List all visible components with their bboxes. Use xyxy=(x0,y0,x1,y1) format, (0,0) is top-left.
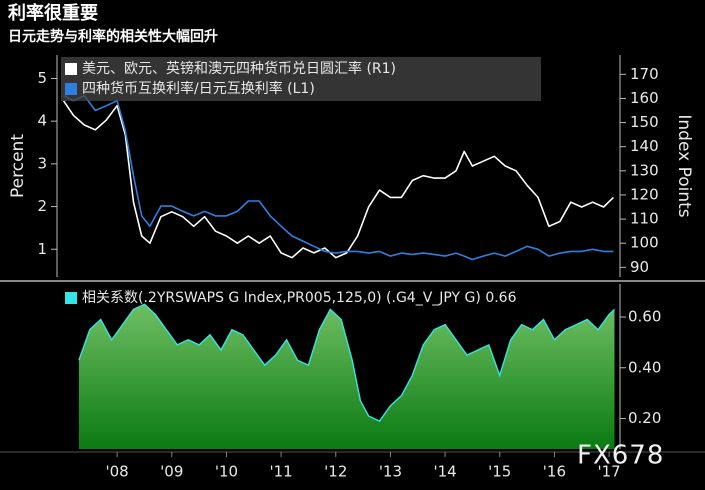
x-tick-label: '13 xyxy=(379,463,402,481)
legend-swatch xyxy=(65,83,77,95)
y2-tick-label: 100 xyxy=(630,234,659,252)
legend-label: 四种货币互换利率/日元互换利率 (L1) xyxy=(82,80,315,97)
y2-tick-label: 140 xyxy=(630,137,659,155)
y2-tick-label: 160 xyxy=(630,89,659,107)
x-tick-label: '17 xyxy=(597,463,620,481)
watermark: FX678 xyxy=(577,441,664,471)
y-axis-label: Percent xyxy=(8,134,28,198)
x-tick-label: '09 xyxy=(160,463,183,481)
x-tick-label: '16 xyxy=(543,463,566,481)
y2-tick-label: 110 xyxy=(630,210,659,228)
y2-tick-label: 120 xyxy=(630,185,659,203)
y2-tick-label: 150 xyxy=(630,113,659,131)
y-tick-label: 3 xyxy=(37,154,47,172)
legend-swatch xyxy=(65,63,77,75)
x-tick-label: '12 xyxy=(324,463,347,481)
y-tick-label: 5 xyxy=(37,69,47,87)
legend-label: 美元、欧元、英镑和澳元四种货币兑日圆汇率 (R1) xyxy=(82,60,396,77)
x-tick-label: '14 xyxy=(433,463,456,481)
x-tick-label: '15 xyxy=(488,463,511,481)
series-area xyxy=(78,304,615,449)
legend-swatch xyxy=(65,292,77,304)
series-line xyxy=(78,303,615,422)
x-tick-label: '11 xyxy=(269,463,292,481)
chart-title: 利率很重要 xyxy=(8,2,98,24)
legend-label: 相关系数(.2YRSWAPS G Index,PR005,125,0) (.G4… xyxy=(82,290,517,306)
chart-subtitle: 日元走势与利率的相关性大幅回升 xyxy=(8,28,218,45)
y-tick-label: 2 xyxy=(37,197,47,215)
y-tick-label: 0.40 xyxy=(628,358,661,376)
series-line xyxy=(63,94,614,261)
y-tick-label: 4 xyxy=(37,112,47,130)
y-tick-label: 0.20 xyxy=(628,409,661,427)
series-line xyxy=(62,100,614,259)
legend-box xyxy=(61,57,541,101)
y2-tick-label: 170 xyxy=(630,65,659,83)
y-tick-label: 1 xyxy=(37,240,47,258)
x-tick-label: '10 xyxy=(215,463,238,481)
x-tick-label: '08 xyxy=(106,463,129,481)
y2-axis-label: Index Points xyxy=(674,114,694,217)
y-tick-label: 0.60 xyxy=(628,308,661,326)
y2-tick-label: 130 xyxy=(630,161,659,179)
y2-tick-label: 90 xyxy=(630,258,649,276)
